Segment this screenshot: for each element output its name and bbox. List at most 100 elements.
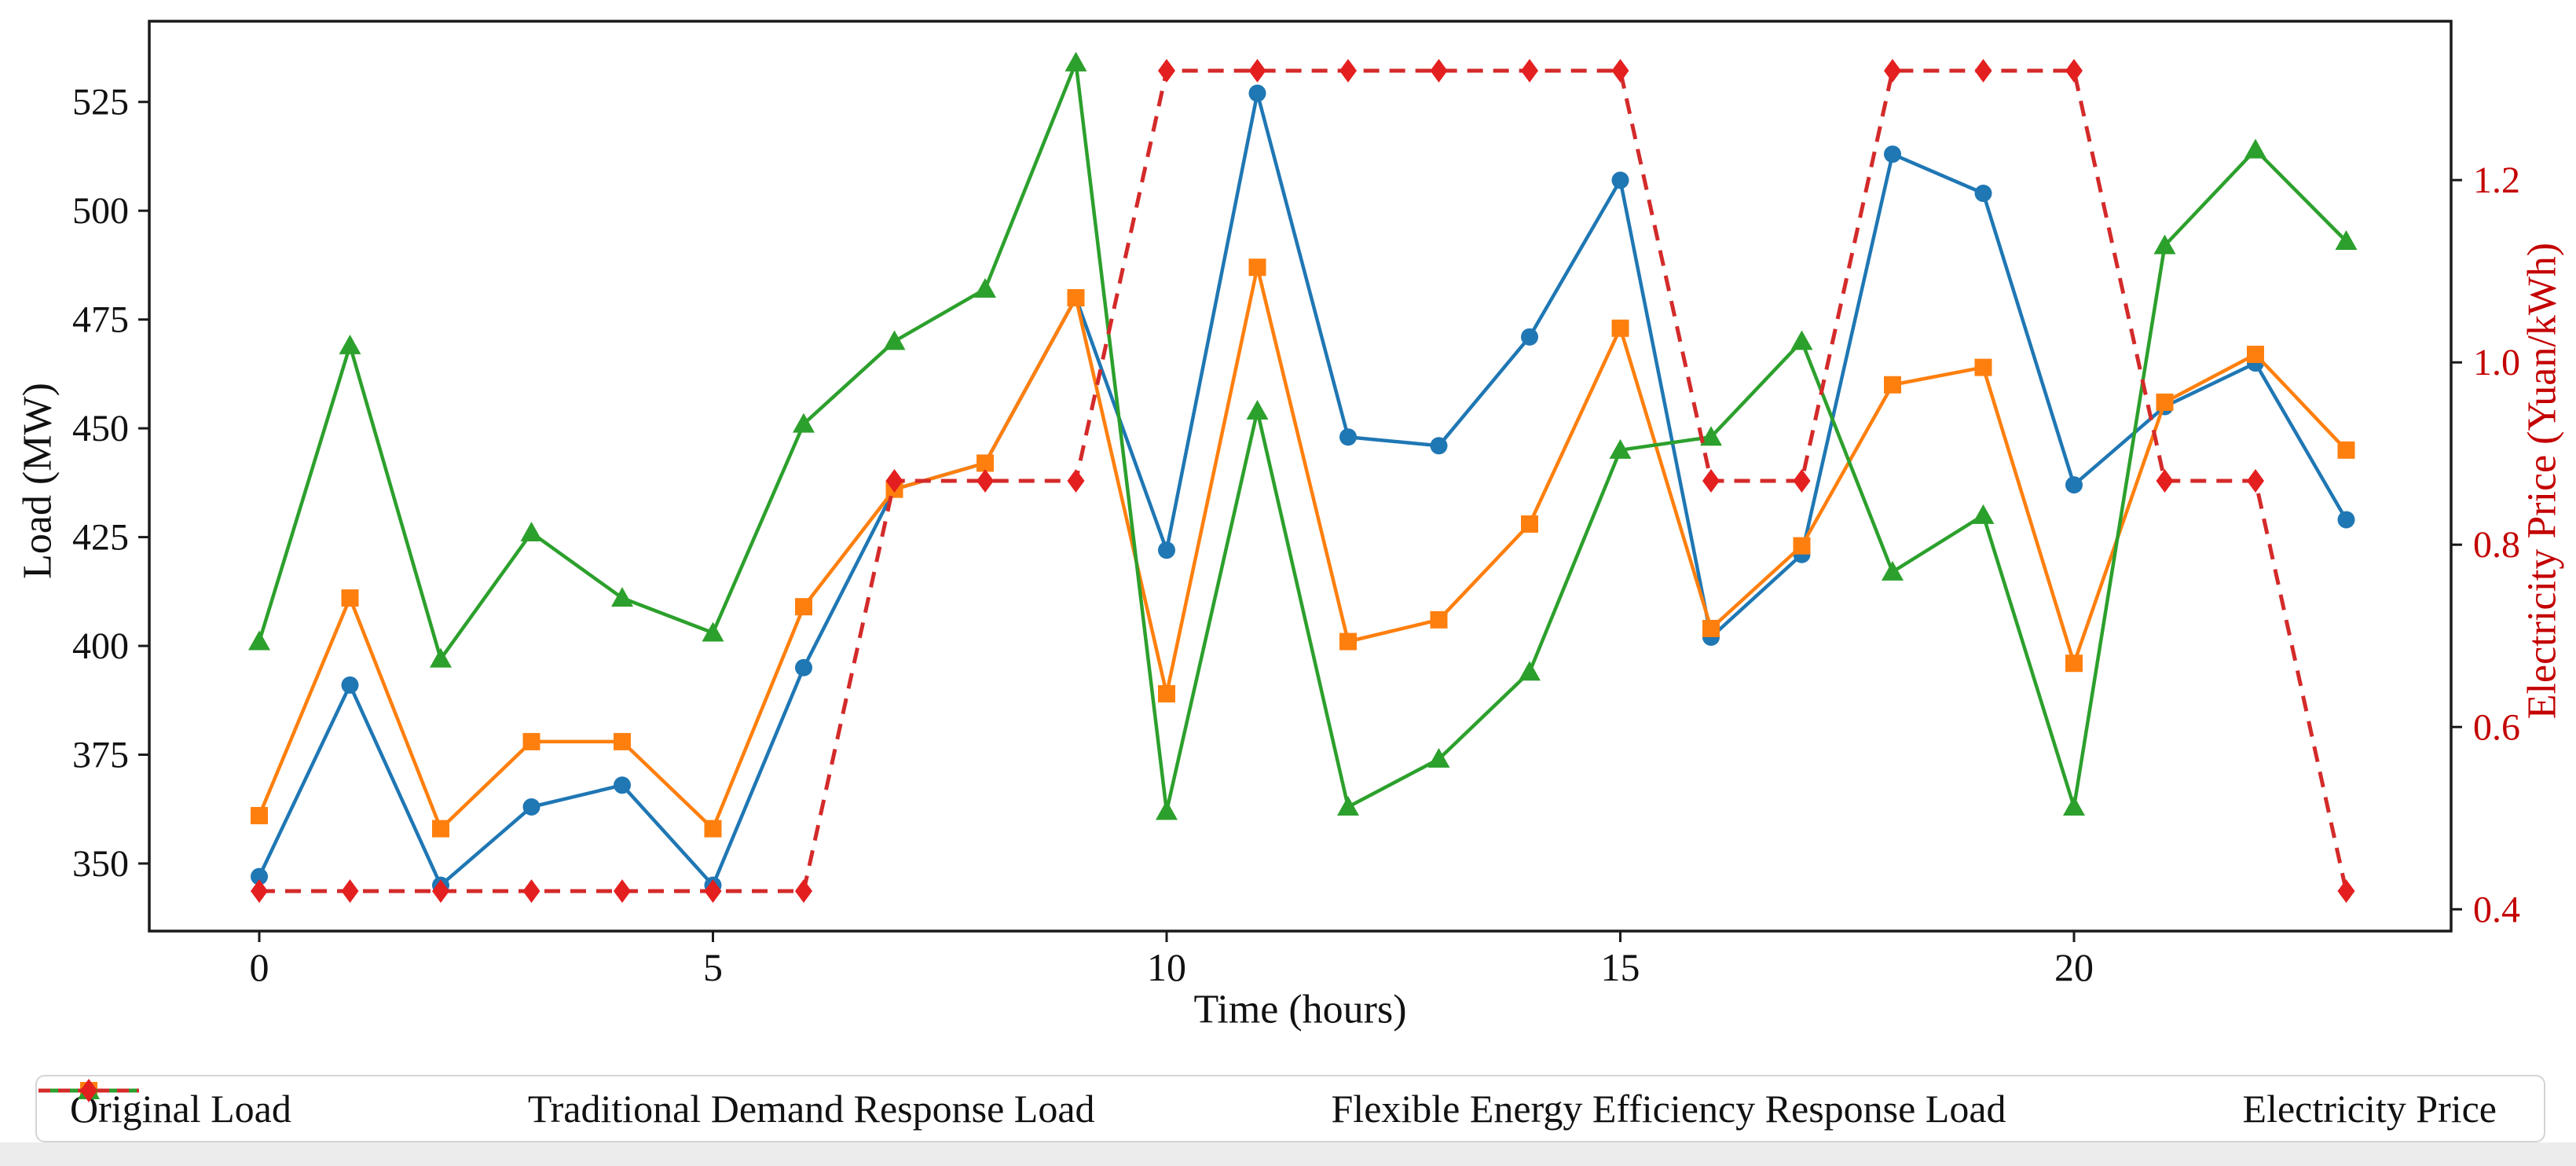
marker-square xyxy=(2337,441,2355,459)
marker-square xyxy=(613,732,631,750)
y-right-tick-label: 0.4 xyxy=(2473,889,2520,930)
marker-circle xyxy=(1884,145,1902,163)
marker-diamond xyxy=(1974,58,1992,82)
marker-diamond xyxy=(1067,469,1085,493)
marker-triangle xyxy=(610,587,633,607)
marker-circle xyxy=(341,676,359,694)
marker-triangle xyxy=(974,277,997,298)
marker-triangle xyxy=(1609,438,1632,459)
marker-diamond xyxy=(1521,58,1539,82)
legend-item-label: Electricity Price xyxy=(2242,1087,2497,1131)
marker-square xyxy=(522,732,540,750)
marker-circle xyxy=(794,658,812,676)
marker-triangle xyxy=(792,412,815,433)
marker-triangle xyxy=(2244,138,2267,159)
marker-square xyxy=(1248,258,1266,277)
marker-triangle xyxy=(520,522,543,542)
marker-square xyxy=(977,454,995,472)
y-axis-title-load: Load (MW) xyxy=(15,383,60,579)
y-left-tick-label: 375 xyxy=(72,735,129,776)
marker-square xyxy=(704,820,722,838)
marker-circle xyxy=(1521,328,1539,346)
marker-triangle xyxy=(1882,560,1904,581)
marker-square xyxy=(1158,684,1176,702)
marker-square xyxy=(1430,610,1448,629)
y-left-tick-label: 500 xyxy=(72,190,129,232)
legend: Original Load Traditional Demand Response… xyxy=(35,1075,2545,1142)
marker-square xyxy=(1702,619,1720,637)
marker-diamond xyxy=(1884,58,1902,82)
marker-diamond xyxy=(1702,469,1720,493)
marker-diamond xyxy=(2247,469,2265,493)
marker-triangle xyxy=(1790,330,1813,350)
marker-circle xyxy=(1974,185,1992,203)
marker-triangle xyxy=(429,647,452,668)
marker-triangle xyxy=(1519,661,1541,681)
marker-diamond xyxy=(613,879,631,904)
legend-item: Traditional Demand Response Load xyxy=(38,1082,1095,1131)
marker-circle xyxy=(1158,541,1176,559)
marker-diamond xyxy=(885,469,903,493)
marker-triangle xyxy=(1156,800,1178,820)
marker-circle xyxy=(522,798,540,816)
y-right-tick-label: 0.8 xyxy=(2473,524,2520,566)
marker-diamond xyxy=(250,879,268,904)
marker-triangle xyxy=(883,330,906,350)
marker-triangle xyxy=(1700,426,1723,446)
legend-marker-diamond-icon xyxy=(80,1079,97,1102)
legend-item: Flexible Energy Efficiency Response Load xyxy=(38,1080,2006,1131)
marker-diamond xyxy=(1248,58,1266,82)
marker-square xyxy=(2065,654,2083,673)
marker-square xyxy=(2156,393,2174,411)
marker-circle xyxy=(250,867,268,886)
marker-diamond xyxy=(431,879,449,904)
marker-diamond xyxy=(522,879,540,904)
y-right-tick-label: 0.6 xyxy=(2473,706,2520,748)
marker-triangle xyxy=(339,334,361,354)
y-left-tick-label: 475 xyxy=(72,299,129,341)
marker-triangle xyxy=(1064,51,1087,72)
series-line-traditional-demand-response-load xyxy=(257,265,2348,830)
marker-triangle xyxy=(247,630,270,651)
marker-square xyxy=(794,598,812,616)
x-tick-label: 5 xyxy=(703,945,723,989)
marker-square xyxy=(250,807,268,825)
x-tick-label: 20 xyxy=(2054,945,2094,989)
marker-square xyxy=(1611,319,1629,337)
series-line-electricity-price xyxy=(259,68,2348,893)
y-right-tick-label: 1.0 xyxy=(2473,342,2520,383)
x-tick-label: 10 xyxy=(1147,945,1186,989)
marker-diamond xyxy=(704,879,722,904)
marker-square xyxy=(1067,288,1085,306)
marker-diamond xyxy=(2065,58,2083,82)
y-left-tick-label: 350 xyxy=(72,843,129,885)
marker-triangle xyxy=(1337,795,1360,816)
y-left-tick-label: 450 xyxy=(72,408,129,449)
marker-diamond xyxy=(341,879,359,904)
marker-square xyxy=(1884,376,1902,394)
marker-square xyxy=(431,820,449,838)
x-tick-label: 0 xyxy=(249,945,269,989)
legend-sample-diamond-icon xyxy=(38,1079,139,1102)
y-axis-title-price: Electricity Price (Yuan/kWh) xyxy=(2519,242,2565,720)
marker-circle xyxy=(1611,171,1629,189)
series-line-flexible-energy-efficiency-response-load xyxy=(257,60,2348,813)
x-axis-title-time: Time (hours) xyxy=(1193,987,1407,1032)
marker-circle xyxy=(1430,437,1448,455)
marker-square xyxy=(2247,345,2265,363)
marker-diamond xyxy=(1339,58,1358,82)
marker-circle xyxy=(1339,428,1358,446)
y-right-tick-label: 1.2 xyxy=(2473,160,2520,201)
marker-circle xyxy=(2065,476,2083,494)
marker-diamond xyxy=(794,879,812,904)
series-line-original-load xyxy=(257,91,2348,887)
y-left-tick-label: 525 xyxy=(72,82,129,123)
marker-triangle xyxy=(2335,229,2358,250)
marker-circle xyxy=(613,776,631,794)
x-tick-label: 15 xyxy=(1601,945,1640,989)
marker-square xyxy=(341,589,359,607)
legend-item: Electricity Price xyxy=(38,1079,2497,1131)
marker-diamond xyxy=(2156,469,2174,493)
